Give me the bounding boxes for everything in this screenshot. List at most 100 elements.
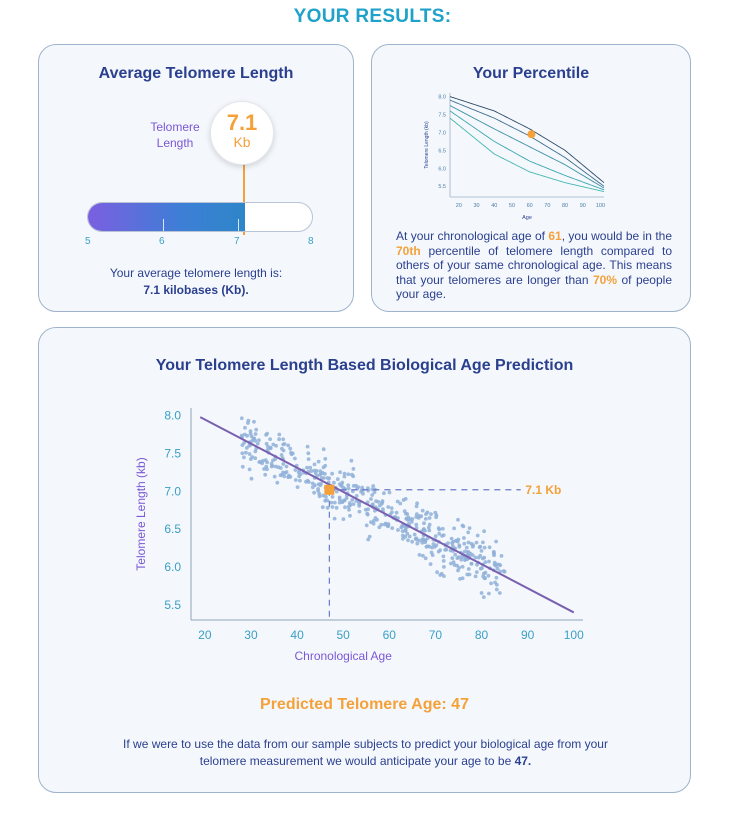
- bio-y-tick-label: 5.5: [164, 598, 181, 612]
- bio-scatter-point: [435, 570, 439, 575]
- bio-scatter-point: [277, 432, 282, 437]
- bio-scatter-point: [459, 557, 464, 562]
- percentile-chart: 8.0 7.5 7.0 6.5 6.0 5.5 20 30 40 50 60 70 80 90 100 Age…: [424, 93, 605, 221]
- bio-scatter-point: [463, 556, 467, 561]
- bio-scatter-point: [271, 442, 276, 447]
- bio-scatter-point: [320, 470, 325, 475]
- pct-percentile: 70th: [396, 243, 421, 258]
- bio-scatter-point: [386, 524, 390, 529]
- bio-scatter-point: [252, 419, 256, 424]
- bio-scatter-point: [423, 517, 428, 521]
- bio-scatter-point: [348, 503, 352, 508]
- bio-scatter-point: [414, 512, 419, 517]
- bio-scatter-point: [370, 493, 375, 497]
- bio-scatter-point: [481, 571, 486, 576]
- bio-scatter-point: [365, 512, 370, 517]
- pct-text-2: , you would be in the: [561, 229, 672, 243]
- bio-scatter-point: [334, 505, 339, 510]
- bio-scatter-point: [255, 441, 260, 446]
- bio-scatter-point: [369, 497, 373, 501]
- telomere-length-label: Telomere Length: [144, 119, 206, 151]
- bio-scatter-point: [421, 553, 425, 558]
- bio-scatter-point: [415, 501, 419, 506]
- pct-x-tick-label: 30: [473, 203, 479, 209]
- bio-scatter-point: [404, 517, 409, 521]
- pct-y-tick-label: 7.0: [438, 130, 446, 136]
- bio-scatter-point: [440, 534, 444, 538]
- bio-scatter-point: [404, 511, 408, 516]
- bio-scatter-point: [253, 432, 258, 436]
- bio-scatter-point: [249, 476, 254, 481]
- bio-scatter-point: [363, 507, 368, 512]
- percentile-card-title: Your Percentile: [472, 65, 590, 82]
- bio-scatter-point: [400, 529, 405, 534]
- bio-scatter-point: [497, 591, 502, 595]
- bio-scatter-point: [239, 416, 244, 421]
- telomere-label-line1: Telomere: [150, 120, 200, 134]
- bio-x-tick-label: 30: [244, 628, 258, 642]
- bio-scatter-point: [281, 470, 285, 475]
- bio-scatter-point: [481, 540, 485, 545]
- bio-scatter-point: [483, 560, 488, 564]
- bio-scatter-point: [451, 560, 456, 565]
- bio-scatter-point: [456, 568, 460, 573]
- bio-scatter-point: [475, 533, 480, 538]
- pct-y-tick-label: 8.0: [438, 95, 446, 101]
- bio-scatter-point: [436, 526, 441, 530]
- page-title: YOUR RESULTS:: [293, 6, 452, 27]
- bio-scatter-point: [243, 425, 247, 430]
- bio-scatter-point: [469, 562, 474, 566]
- bio-scatter-point: [339, 483, 344, 487]
- bio-scatter-point: [450, 541, 454, 545]
- bio-scatter-point: [346, 472, 351, 477]
- bio-scatter-point: [263, 472, 268, 477]
- bio-scatter-point: [321, 447, 326, 452]
- pct-x-tick-label: 60: [527, 203, 533, 209]
- bar-scale-8: 8: [308, 236, 314, 247]
- bio-scatter-point: [410, 539, 415, 544]
- bio-scatter-point: [265, 467, 269, 472]
- bio-scatter-point: [321, 493, 325, 498]
- bar-scale-5: 5: [85, 236, 91, 247]
- bio-scatter-point: [430, 545, 434, 550]
- bio-scatter-point: [478, 544, 483, 549]
- bio-scatter-point: [497, 562, 501, 567]
- bio-scatter-point: [429, 550, 434, 555]
- bio-scatter-point: [351, 467, 356, 471]
- bio-scatter-point: [257, 438, 261, 442]
- bio-scatter-point: [403, 525, 408, 530]
- bio-scatter-point: [377, 525, 382, 530]
- bio-scatter-point: [453, 552, 458, 557]
- bio-scatter-point: [272, 474, 277, 479]
- bio-scatter-point: [426, 525, 431, 530]
- bio-scatter-point: [371, 484, 376, 488]
- bio-scatter-point: [332, 516, 337, 521]
- bio-scatter-point: [351, 502, 356, 506]
- bio-scatter-point: [465, 550, 470, 554]
- bio-scatter-point: [262, 467, 266, 471]
- bio-scatter-point: [279, 453, 284, 457]
- bio-scatter-point: [427, 516, 432, 520]
- bio-scatter-point: [264, 441, 269, 446]
- bio-scatter-point: [295, 485, 300, 489]
- bio-scatter-point: [476, 555, 481, 560]
- bio-scatter-point: [480, 556, 485, 561]
- bio-scatter-point: [382, 491, 386, 496]
- bio-scatter-point: [375, 517, 379, 522]
- bio-scatter-point: [383, 521, 388, 526]
- bio-scatter-point: [253, 449, 258, 454]
- bio-scatter-point: [253, 456, 258, 461]
- bio-scatter-point: [424, 512, 428, 516]
- pct-y-tick-label: 5.5: [438, 184, 446, 190]
- percentile-description: At your chronological age of 61, you wou…: [396, 229, 672, 302]
- predicted-age: Predicted Telomere Age: 47: [260, 696, 469, 713]
- bio-scatter-point: [325, 498, 330, 503]
- bio-scatter-point: [293, 468, 298, 472]
- bio-scatter-point: [346, 483, 351, 488]
- value-badge: 7.1 Kb: [210, 101, 274, 165]
- bio-y-axis-label: Telomere Length (kb): [134, 457, 148, 570]
- bio-scatter-point: [417, 553, 422, 557]
- bio-scatter-point: [325, 505, 330, 510]
- telomere-value: 7.1: [226, 110, 258, 135]
- bio-scatter-point: [378, 503, 382, 508]
